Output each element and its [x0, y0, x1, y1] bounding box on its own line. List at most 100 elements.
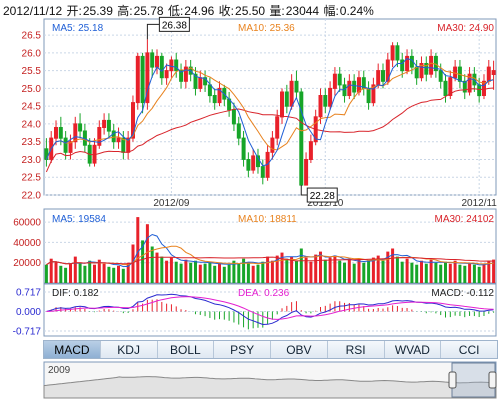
candle-up — [270, 137, 275, 153]
overview-right-handle[interactable] — [488, 371, 497, 389]
volume-bar — [487, 260, 491, 283]
volume-bar — [145, 224, 149, 283]
volume-bar — [285, 258, 289, 283]
indicator-tabs: MACD KDJ BOLL PSY OBV RSI WVAD CCI — [43, 340, 498, 359]
volume-bar — [376, 255, 380, 283]
volume-bar — [381, 260, 385, 283]
candle-down — [443, 80, 448, 97]
close-label: 收: — [218, 4, 235, 18]
volume-bar — [49, 258, 53, 283]
volume-bar — [246, 262, 250, 283]
volume-bar — [150, 246, 154, 283]
candle-down — [231, 109, 236, 125]
volume-bar — [357, 259, 361, 283]
candle-up — [482, 80, 486, 97]
volume-bar — [218, 262, 221, 283]
price-legend-ma10: MA10: 25.36 — [238, 23, 295, 34]
volume-bar — [251, 265, 255, 283]
low-value: 24.96 — [184, 4, 215, 18]
volume-bar — [184, 259, 188, 283]
volume-bar — [198, 264, 202, 283]
change-value: 0.24% — [339, 4, 374, 18]
overview-range-window[interactable] — [451, 362, 496, 398]
volume-bar — [468, 262, 472, 283]
volume-bar — [299, 248, 303, 283]
volume-bar — [117, 265, 120, 283]
candle-up — [73, 123, 78, 143]
candle-up — [419, 63, 424, 79]
tab-wvad[interactable]: WVAD — [385, 341, 442, 358]
volume-bar — [73, 256, 77, 283]
tab-kdj[interactable]: KDJ — [101, 341, 158, 358]
volume-bar — [304, 257, 308, 283]
volume-bar — [256, 264, 260, 283]
volume-bar — [448, 263, 452, 283]
volume-bar — [347, 258, 351, 283]
macd-legend-dif: DIF: 0.182 — [52, 288, 99, 299]
candle-up — [251, 155, 256, 171]
candle-up — [155, 55, 159, 68]
volume-bar — [420, 260, 423, 283]
candle-down — [106, 119, 111, 132]
volume-bar — [59, 265, 63, 283]
low-label: 低: — [167, 4, 184, 18]
tab-obv[interactable]: OBV — [271, 341, 328, 358]
volume-bar — [169, 257, 173, 283]
volume-bar — [319, 251, 322, 283]
volume-bar — [83, 265, 87, 283]
volume-bar — [131, 244, 135, 283]
tab-rsi[interactable]: RSI — [328, 341, 385, 358]
volume-bar — [386, 251, 390, 283]
volume-bar — [352, 263, 356, 283]
overview-year-label: 2009 — [48, 365, 71, 376]
volume-bar — [126, 262, 130, 283]
overview-area — [43, 376, 497, 399]
price-legend-ma5: MA5: 25.18 — [52, 23, 104, 34]
volume-bar — [314, 254, 318, 283]
volume-bar — [203, 263, 207, 283]
price-tick-label: 22.5 — [22, 173, 42, 184]
candle-up — [289, 80, 294, 107]
volume-bar — [160, 256, 164, 283]
volume-bar — [492, 259, 496, 283]
volume-bar — [64, 267, 68, 283]
candle-down — [241, 137, 246, 160]
tab-cci[interactable]: CCI — [458, 343, 480, 357]
candle-down — [424, 63, 429, 75]
ma5-line — [45, 58, 494, 167]
volume-tick-label: 40000 — [13, 238, 41, 249]
candle-down — [284, 91, 289, 107]
high-annotation-label: 26.38 — [162, 20, 187, 31]
candle-up — [68, 141, 73, 153]
open-value: 25.39 — [82, 4, 113, 18]
volume-bar — [232, 260, 236, 283]
date-tick-label: 2012/09 — [153, 198, 190, 209]
price-tick-label: 24.0 — [22, 119, 42, 130]
tab-psy[interactable]: PSY — [214, 341, 271, 358]
volume-bar — [44, 264, 48, 283]
tab-boll[interactable]: BOLL — [158, 341, 215, 358]
candle-up — [332, 73, 337, 89]
volume-bar — [280, 252, 284, 283]
candle-up — [131, 102, 135, 139]
overview-left-handle[interactable] — [448, 371, 457, 389]
volume-bar — [429, 259, 433, 283]
candle-down — [159, 55, 164, 79]
volume-bar — [362, 262, 366, 283]
volume-bar — [141, 240, 145, 283]
candle-down — [193, 73, 198, 89]
tab-macd[interactable]: MACD — [44, 341, 101, 358]
macd-tick-label: 0.717 — [16, 287, 41, 298]
price-legend-ma30: MA30: 24.90 — [437, 23, 494, 34]
volume-bar — [391, 248, 395, 283]
volume-legend-ma5: MA5: 19584 — [52, 214, 106, 225]
volume-bar — [439, 264, 443, 283]
candle-down — [477, 84, 482, 97]
candle-down — [63, 137, 68, 153]
ma30-line — [45, 87, 494, 173]
volume-bar — [93, 264, 96, 283]
price-tick-label: 24.5 — [22, 102, 42, 113]
price-tick-label: 25.0 — [22, 84, 42, 95]
